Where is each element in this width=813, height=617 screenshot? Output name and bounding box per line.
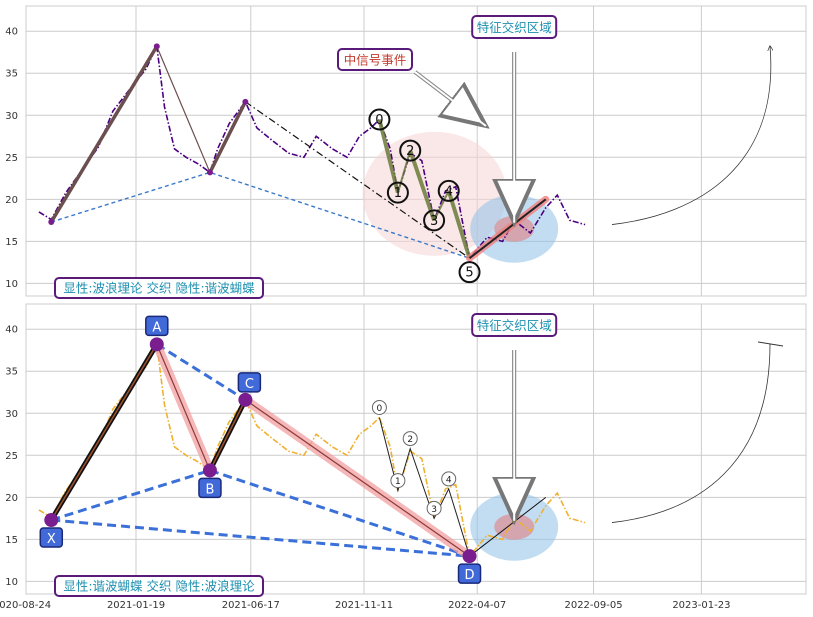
bottom-harmonic-label-box: [237, 372, 262, 393]
bottom-harmonic-point: [202, 463, 217, 478]
top-y-tick-label: 20: [5, 195, 18, 206]
top-y-tick-label: 30: [5, 111, 18, 122]
top-wave-segment: [156, 46, 211, 173]
bottom-caption-box: [54, 575, 264, 597]
bottom-harmonic-point: [149, 337, 164, 352]
x-tick-label: 2021-06-17: [222, 600, 280, 611]
bottom-y-tick-label: 15: [5, 535, 18, 546]
top-wave05-segment: [396, 150, 412, 193]
bottom-wave-label-circle: [390, 473, 406, 489]
top-projection-curve: [611, 46, 771, 225]
top-wave-label-circle: [437, 179, 460, 202]
top-y-tick-label: 10: [5, 279, 18, 290]
top-wave-label: 2: [406, 144, 414, 159]
top-signal-box: [337, 48, 413, 71]
bottom-wave-label-circle: [426, 500, 442, 516]
bottom-harmonic-label-box: [198, 477, 222, 499]
top-wave-label-circle: [386, 181, 409, 204]
top-wave-point: [48, 219, 55, 226]
top-wave-segment: [49, 45, 159, 223]
top-y-tick-label: 25: [5, 153, 18, 164]
bottom-y-tick-label: 35: [5, 367, 18, 378]
bottom-harmonic-point: [238, 392, 253, 407]
top-wave05-segment: [433, 190, 450, 221]
top-wave-label: 4: [445, 184, 453, 199]
top-wave-segment: [208, 101, 247, 174]
bottom-leg-core: [156, 344, 211, 471]
top-y-tick-label: 35: [5, 69, 18, 80]
bottom-harmonic-label-box: [145, 315, 169, 337]
top-signal-arrow-fill: [414, 71, 487, 127]
bottom-bd-dashed: [209, 469, 470, 558]
bottom-harmonic-label: B: [205, 482, 214, 497]
top-zone-label-box: [471, 15, 558, 39]
bottom-wave-label: 4: [446, 475, 452, 485]
bottom-caption: 显性:谐波蝴蝶 交织 隐性:波浪理论: [63, 579, 255, 594]
bottom-wave-label-circle: [402, 431, 418, 447]
x-tick-label: 2022-04-07: [448, 600, 506, 611]
x-tick-label: 2020-08-24: [0, 600, 51, 611]
top-signal-label: 中信号事件: [344, 53, 407, 68]
bottom-wave-label-circle: [371, 399, 387, 415]
top-signal-zone: [362, 131, 507, 256]
bottom-y-tick-label: 25: [5, 451, 18, 462]
x-tick-label: 2021-11-11: [335, 600, 393, 611]
bottom-wave-label: 2: [407, 435, 413, 445]
bottom-harmonic-label: A: [152, 320, 161, 335]
x-tick-label: 2023-01-23: [672, 600, 730, 611]
bottom-leg-inner: [50, 343, 158, 521]
x-axis: 2020-08-24 2021-01-19 2021-06-17 2021-11-11…: [0, 600, 730, 611]
top-y-tick-label: 40: [5, 27, 18, 38]
bottom-harmonic-point: [462, 549, 477, 564]
bottom-wave-label: 1: [395, 477, 401, 487]
top-wave-point: [153, 43, 160, 50]
top-wave-label: 3: [430, 214, 438, 229]
bottom-wave-label: 3: [431, 505, 437, 515]
x-tick-label: 2022-09-05: [564, 600, 622, 611]
bottom-harmonic-label: C: [245, 377, 254, 392]
top-wave-label: 0: [375, 113, 383, 128]
bottom-y-tick-label: 30: [5, 409, 18, 420]
bottom-zone-label-box: [471, 313, 558, 337]
bottom-harmonic-label: D: [465, 568, 475, 583]
top-wave-label-circle: [399, 139, 422, 162]
top-wave-label: 1: [394, 186, 402, 201]
bottom-y-tick-label: 20: [5, 493, 18, 504]
bottom-projection-curve: [611, 343, 771, 523]
bottom-harmonic-label-box: [39, 527, 64, 548]
bottom-harmonic-point: [44, 513, 59, 528]
top-caption: 显性:波浪理论 交织 隐性:谐波蝴蝶: [63, 281, 255, 296]
bottom-harmonic-label: X: [47, 532, 56, 547]
top-caption-box: [54, 277, 264, 299]
top-y-tick-label: 15: [5, 237, 18, 248]
bottom-wave-label-circle: [441, 471, 457, 487]
bottom-wave-label: 0: [377, 404, 383, 414]
top-zone-label: 特征交织区域: [477, 20, 552, 35]
top-wave-label-circle: [368, 108, 391, 131]
top-wave-label-circle: [458, 261, 481, 284]
bottom-harmonic-label-box: [457, 563, 482, 584]
x-tick-label: 2021-01-19: [107, 600, 165, 611]
top-wave05-segment: [446, 190, 472, 259]
bottom-leg-inner: [209, 399, 247, 471]
bottom-leg-core: [245, 399, 470, 557]
bottom-ac-dashed: [156, 343, 247, 402]
top-wave-point: [242, 98, 249, 105]
bottom-zone-label: 特征交织区域: [477, 318, 552, 333]
top-wave-point: [206, 169, 213, 176]
bottom-y-tick-label: 10: [5, 577, 18, 588]
bottom-y-tick-label: 40: [5, 325, 18, 336]
top-wave-label: 5: [465, 266, 473, 281]
bottom-projection-tbar: [757, 341, 784, 347]
top-wave-label-circle: [423, 209, 446, 232]
top-wave05-segment: [408, 149, 436, 221]
top-upper-trendline: [245, 101, 470, 259]
top-wave05-segment: [377, 118, 400, 194]
